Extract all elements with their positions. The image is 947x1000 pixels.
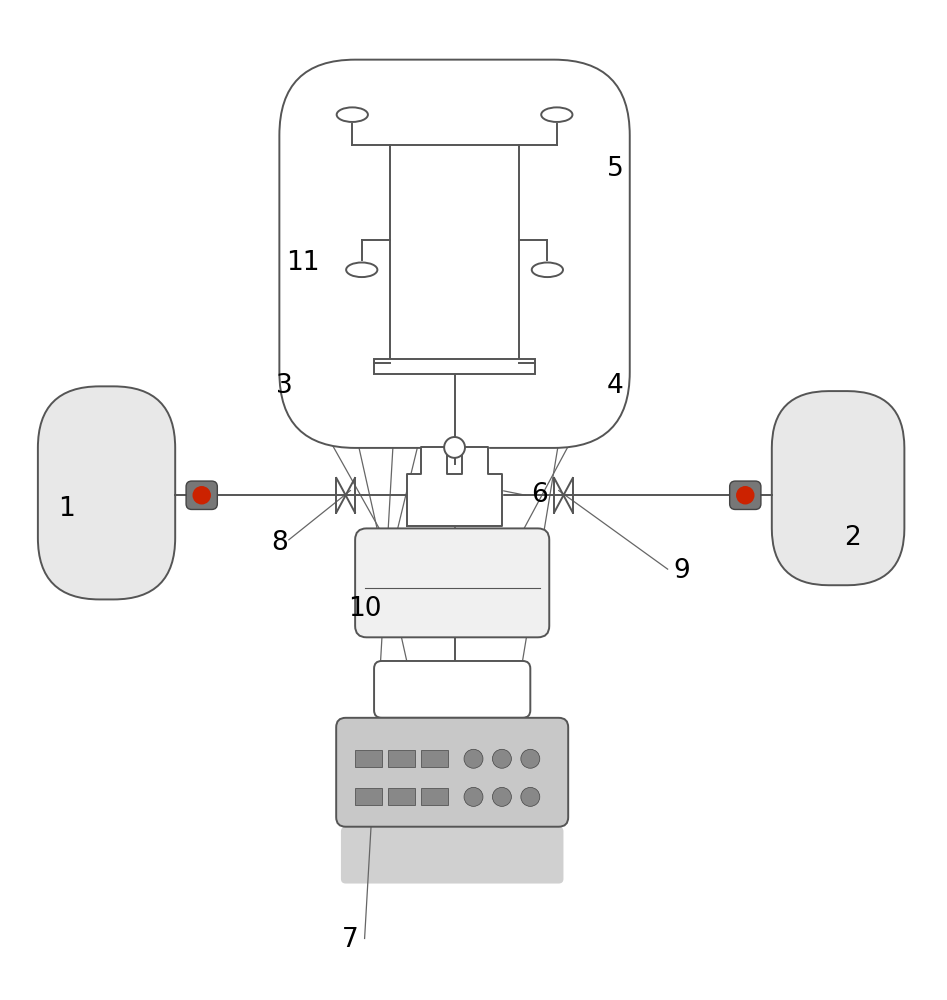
Text: 3: 3 — [276, 373, 293, 399]
FancyBboxPatch shape — [374, 661, 530, 718]
FancyBboxPatch shape — [279, 60, 630, 448]
Text: 1: 1 — [58, 496, 75, 522]
FancyBboxPatch shape — [38, 386, 175, 599]
Circle shape — [492, 787, 511, 806]
Circle shape — [521, 749, 540, 768]
Text: 8: 8 — [271, 530, 288, 556]
Text: 4: 4 — [607, 373, 624, 399]
Circle shape — [193, 487, 210, 504]
Ellipse shape — [347, 262, 377, 277]
Ellipse shape — [337, 107, 367, 122]
Bar — [388, 788, 415, 805]
Text: 10: 10 — [348, 596, 382, 622]
Circle shape — [737, 487, 754, 504]
FancyBboxPatch shape — [355, 528, 549, 637]
Polygon shape — [407, 447, 502, 526]
Circle shape — [464, 749, 483, 768]
Circle shape — [492, 749, 511, 768]
Circle shape — [464, 787, 483, 806]
FancyBboxPatch shape — [186, 481, 218, 509]
FancyBboxPatch shape — [772, 391, 904, 585]
Ellipse shape — [532, 262, 563, 277]
Bar — [388, 750, 415, 767]
Circle shape — [521, 787, 540, 806]
Bar — [421, 750, 448, 767]
Text: 5: 5 — [607, 156, 624, 182]
Text: 2: 2 — [844, 525, 861, 551]
Text: 11: 11 — [286, 250, 320, 276]
Bar — [374, 359, 535, 374]
Bar — [355, 750, 382, 767]
Text: 9: 9 — [673, 558, 690, 584]
Ellipse shape — [542, 107, 572, 122]
Text: 6: 6 — [531, 482, 548, 508]
Circle shape — [444, 437, 465, 458]
Bar — [355, 788, 382, 805]
FancyBboxPatch shape — [336, 718, 568, 827]
FancyBboxPatch shape — [729, 481, 761, 509]
Bar — [421, 788, 448, 805]
FancyBboxPatch shape — [341, 827, 563, 884]
Text: 7: 7 — [342, 927, 359, 953]
